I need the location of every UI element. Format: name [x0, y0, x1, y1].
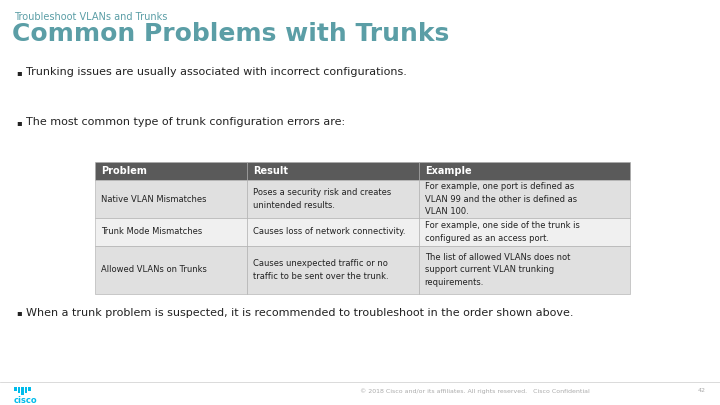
Bar [418, 180, 630, 218]
Bar [24, 387, 27, 393]
Bar [418, 218, 630, 246]
Text: Troubleshoot VLANs and Trunks: Troubleshoot VLANs and Trunks [14, 12, 167, 22]
Text: 42: 42 [698, 388, 706, 393]
Text: The most common type of trunk configuration errors are:: The most common type of trunk configurat… [26, 117, 345, 127]
Text: Example: Example [425, 166, 472, 176]
Bar [248, 246, 418, 294]
Bar [17, 387, 20, 393]
Text: Native VLAN Mismatches: Native VLAN Mismatches [101, 194, 207, 203]
Bar [248, 180, 418, 218]
Text: Causes loss of network connectivity.: Causes loss of network connectivity. [253, 228, 406, 237]
Bar [418, 162, 630, 180]
Text: Allowed VLANs on Trunks: Allowed VLANs on Trunks [101, 266, 207, 275]
Bar [95, 218, 248, 246]
Bar [14, 387, 17, 391]
Text: For example, one side of the trunk is
configured as an access port.: For example, one side of the trunk is co… [425, 222, 580, 243]
Text: Trunk Mode Mismatches: Trunk Mode Mismatches [101, 228, 202, 237]
Text: © 2018 Cisco and/or its affiliates. All rights reserved.   Cisco Confidential: © 2018 Cisco and/or its affiliates. All … [360, 388, 590, 394]
Text: The list of allowed VLANs does not
support current VLAN trunking
requirements.: The list of allowed VLANs does not suppo… [425, 254, 570, 287]
Text: Trunking issues are usually associated with incorrect configurations.: Trunking issues are usually associated w… [26, 67, 407, 77]
Text: Poses a security risk and creates
unintended results.: Poses a security risk and creates uninte… [253, 188, 392, 209]
Bar [95, 162, 248, 180]
Text: Causes unexpected traffic or no
traffic to be sent over the trunk.: Causes unexpected traffic or no traffic … [253, 260, 389, 281]
Bar [28, 387, 30, 391]
Text: Result: Result [253, 166, 289, 176]
Text: ▪: ▪ [16, 308, 22, 317]
Text: Common Problems with Trunks: Common Problems with Trunks [12, 22, 449, 46]
Text: When a trunk problem is suspected, it is recommended to troubleshoot in the orde: When a trunk problem is suspected, it is… [26, 308, 574, 318]
Bar [95, 180, 248, 218]
Text: Problem: Problem [101, 166, 147, 176]
Bar [248, 162, 418, 180]
Text: cisco: cisco [14, 396, 37, 405]
Text: ▪: ▪ [16, 118, 22, 127]
Text: For example, one port is defined as
VLAN 99 and the other is defined as
VLAN 100: For example, one port is defined as VLAN… [425, 182, 577, 215]
Bar [21, 387, 24, 395]
Bar [95, 246, 248, 294]
Text: ▪: ▪ [16, 68, 22, 77]
Bar [418, 246, 630, 294]
Bar [248, 218, 418, 246]
